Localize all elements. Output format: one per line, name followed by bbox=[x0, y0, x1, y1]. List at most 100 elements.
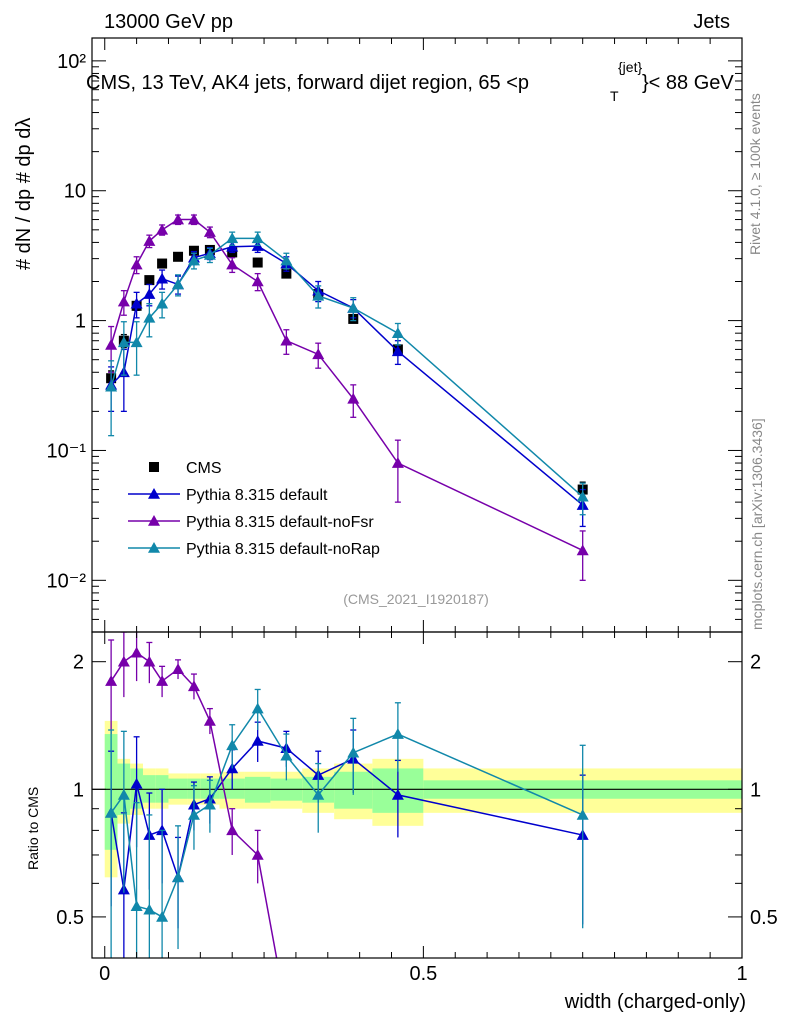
mcplots-label: mcplots.cern.ch [arXiv:1306.3436] bbox=[749, 418, 765, 630]
ratio-point bbox=[117, 655, 130, 667]
ratio-ylabel: Ratio to CMS bbox=[25, 787, 41, 870]
ratio-point bbox=[105, 806, 118, 818]
legend-entry: Pythia 8.315 default-noFsr bbox=[128, 514, 374, 531]
title-end: }< 88 GeV bbox=[642, 72, 734, 94]
ratio-series-pythia-8-315-default-norap bbox=[105, 688, 589, 958]
legend-marker bbox=[148, 488, 160, 499]
ratio-point bbox=[143, 903, 156, 915]
data-point bbox=[156, 272, 169, 284]
legend-label: CMS bbox=[186, 460, 222, 477]
legend-label: Pythia 8.315 default-noRap bbox=[186, 541, 380, 558]
ratio-point bbox=[576, 808, 589, 820]
x-axis-label: width (charged-only) bbox=[564, 991, 746, 1013]
data-point bbox=[251, 275, 264, 287]
data-point bbox=[226, 240, 239, 252]
analysis-tag: (CMS_2021_I1920187) bbox=[343, 591, 489, 607]
legend-entry: Pythia 8.315 default-noRap bbox=[128, 541, 380, 558]
data-point bbox=[347, 392, 360, 404]
ratio-y-tick-label-right: 1 bbox=[750, 779, 761, 801]
ratio-point bbox=[312, 788, 325, 800]
y-tick-label: 10² bbox=[57, 51, 86, 73]
ratio-point bbox=[130, 777, 143, 789]
ratio-y-tick-label-right: 0.5 bbox=[750, 907, 778, 929]
ratio-line bbox=[110, 651, 278, 958]
series-line bbox=[110, 218, 584, 552]
data-point bbox=[117, 336, 130, 348]
ratio-y-tick-label: 2 bbox=[73, 652, 84, 674]
ratio-point bbox=[280, 749, 293, 761]
data-point bbox=[281, 268, 292, 279]
data-point bbox=[203, 226, 216, 237]
legend-label: Pythia 8.315 default bbox=[186, 487, 328, 504]
ratio-point bbox=[130, 646, 143, 658]
data-point bbox=[280, 254, 293, 266]
ratio-point bbox=[143, 655, 156, 667]
data-point bbox=[312, 289, 325, 301]
data-point bbox=[117, 295, 130, 307]
data-point bbox=[143, 311, 156, 323]
data-point bbox=[105, 380, 118, 392]
data-point bbox=[226, 232, 239, 244]
header-right: Jets bbox=[693, 11, 730, 33]
data-point bbox=[391, 345, 404, 357]
legend-entry: Pythia 8.315 default bbox=[128, 487, 328, 504]
y-tick-label: 10 bbox=[64, 181, 86, 203]
ratio-point bbox=[251, 848, 264, 860]
data-point bbox=[143, 288, 156, 299]
data-point bbox=[280, 334, 293, 346]
ratio-point bbox=[251, 702, 264, 714]
ratio-point bbox=[226, 739, 239, 751]
ratio-series-group bbox=[105, 632, 589, 1016]
main-series-group bbox=[105, 213, 589, 581]
ratio-point bbox=[172, 663, 185, 675]
ratio-point bbox=[172, 871, 185, 883]
data-point bbox=[144, 275, 155, 286]
ratio-point bbox=[392, 1005, 404, 1016]
x-tick-label: 0 bbox=[99, 963, 110, 985]
data-point bbox=[105, 338, 118, 350]
ratio-point bbox=[156, 910, 169, 922]
title-main: CMS, 13 TeV, AK4 jets, forward dijet reg… bbox=[86, 72, 529, 94]
ratio-point bbox=[280, 1005, 292, 1016]
ratio-band-green bbox=[168, 778, 188, 799]
ratio-point bbox=[251, 735, 264, 746]
data-point bbox=[156, 297, 169, 309]
series-pythia-8-315-default-norap bbox=[105, 231, 589, 516]
data-point bbox=[203, 248, 216, 260]
ratio-point bbox=[156, 675, 169, 686]
legend: CMS Pythia 8.315 default Pythia 8.315 defa… bbox=[128, 460, 380, 558]
ratio-y-tick-label-right: 2 bbox=[750, 652, 761, 674]
data-point bbox=[188, 245, 199, 256]
ratio-point bbox=[130, 900, 143, 911]
data-point bbox=[157, 258, 168, 269]
legend-marker bbox=[148, 515, 160, 526]
ratio-point bbox=[391, 728, 404, 739]
data-point bbox=[172, 278, 185, 290]
ratio-point bbox=[203, 714, 216, 726]
ratio-point bbox=[347, 1005, 359, 1016]
data-point bbox=[391, 327, 404, 338]
data-point bbox=[173, 251, 184, 262]
data-point bbox=[226, 258, 239, 270]
ratio-panel: 0 0.5 1 0.5 0.5 1 1 2 2 bbox=[56, 631, 778, 1016]
legend-entry: CMS bbox=[149, 460, 222, 477]
ratio-point bbox=[187, 680, 200, 692]
data-point bbox=[347, 302, 360, 313]
ratio-y-tick-label: 0.5 bbox=[56, 907, 84, 929]
data-point bbox=[130, 258, 143, 270]
ratio-point bbox=[391, 788, 404, 800]
y-tick-label: 10⁻¹ bbox=[47, 440, 87, 462]
ratio-point bbox=[226, 824, 239, 836]
main-panel: 10⁻² 10⁻¹ 1 10 10² bbox=[47, 37, 743, 633]
y-tick-label: 10⁻² bbox=[47, 570, 87, 592]
ratio-y-tick-label: 1 bbox=[73, 779, 84, 801]
ratio-point bbox=[203, 798, 216, 810]
ratio-point bbox=[312, 1005, 324, 1016]
ratio-point bbox=[117, 788, 130, 800]
ratio-point bbox=[347, 746, 360, 758]
series-line bbox=[110, 245, 584, 506]
data-point bbox=[130, 336, 143, 348]
legend-marker bbox=[148, 542, 160, 553]
ratio-point bbox=[105, 675, 118, 686]
legend-label: Pythia 8.315 default-noFsr bbox=[186, 514, 374, 531]
